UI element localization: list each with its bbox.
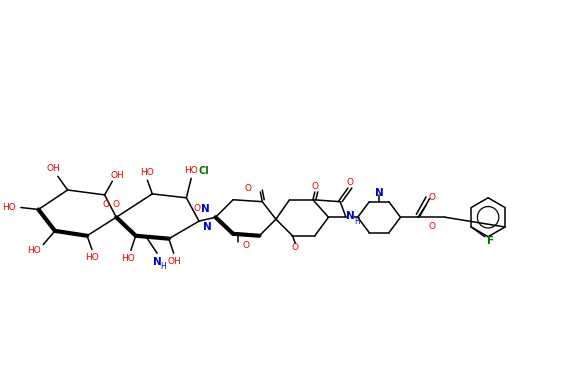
Text: O: O [312, 182, 319, 191]
Text: HO: HO [121, 253, 135, 263]
Text: HO: HO [85, 253, 99, 262]
Text: O: O [102, 200, 109, 209]
Text: OH: OH [46, 164, 60, 173]
Text: N: N [153, 257, 161, 267]
Text: H: H [354, 217, 359, 226]
Text: HO: HO [26, 246, 40, 255]
Text: N: N [203, 222, 212, 232]
Text: N: N [347, 211, 355, 221]
Text: OH: OH [111, 171, 124, 180]
Text: O: O [428, 223, 435, 231]
Text: N: N [375, 188, 384, 198]
Text: F: F [487, 236, 494, 245]
Text: H: H [160, 263, 166, 271]
Text: O: O [292, 243, 299, 252]
Text: O: O [242, 241, 250, 250]
Text: O: O [428, 193, 435, 202]
Text: HO: HO [2, 203, 16, 212]
Text: HO: HO [141, 168, 154, 177]
Text: O: O [244, 184, 251, 193]
Text: O: O [113, 200, 120, 209]
Text: OH: OH [168, 256, 181, 266]
Text: HO: HO [184, 166, 198, 175]
Text: O: O [346, 178, 354, 187]
Text: O: O [193, 204, 200, 213]
Text: Cl: Cl [199, 166, 209, 176]
Text: N: N [201, 204, 210, 214]
